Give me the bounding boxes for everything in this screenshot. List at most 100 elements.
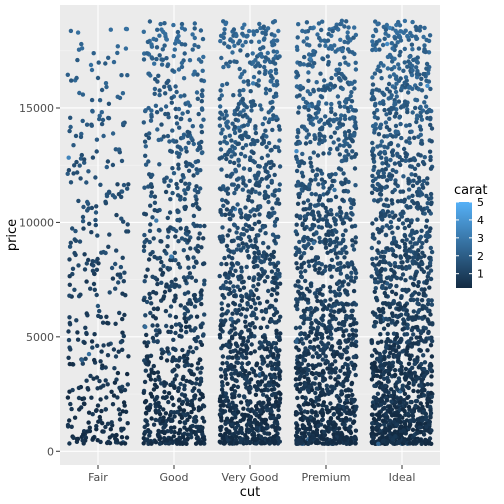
data-point (226, 254, 232, 259)
data-point (320, 181, 326, 187)
data-point (263, 128, 268, 133)
data-point (106, 116, 112, 121)
data-point (406, 361, 412, 366)
data-point (429, 139, 434, 144)
data-point (143, 368, 148, 373)
data-point (186, 185, 191, 190)
data-point (155, 79, 160, 84)
data-point (261, 426, 266, 432)
data-point (189, 398, 194, 404)
data-point (397, 66, 402, 71)
data-point (352, 132, 357, 137)
data-point (183, 319, 189, 324)
data-point (308, 160, 313, 165)
data-point (307, 289, 312, 294)
data-point (116, 147, 121, 152)
data-point (341, 143, 346, 148)
data-point (410, 193, 415, 198)
data-point (381, 170, 386, 176)
data-point (153, 377, 158, 383)
data-point (412, 370, 417, 375)
data-point (255, 61, 261, 66)
data-point (158, 107, 164, 112)
data-point (338, 37, 343, 42)
data-point (124, 229, 129, 234)
data-point (327, 440, 332, 445)
data-point (122, 441, 128, 446)
data-point (277, 439, 282, 444)
data-point (349, 342, 354, 348)
data-point (390, 248, 396, 253)
data-point (241, 87, 246, 93)
data-point (108, 427, 114, 432)
data-point (429, 249, 435, 255)
data-point (347, 417, 353, 422)
data-point (299, 182, 304, 188)
data-point (113, 433, 118, 438)
data-point (301, 321, 306, 326)
data-point (177, 145, 182, 150)
data-point (106, 101, 112, 107)
data-point (274, 310, 280, 315)
data-point (338, 167, 344, 172)
data-point (314, 115, 319, 120)
data-point (338, 368, 343, 373)
data-point (239, 269, 244, 274)
data-point (310, 310, 315, 315)
data-point (245, 216, 250, 222)
data-point (353, 183, 358, 188)
data-point (414, 335, 419, 340)
data-point (219, 167, 224, 172)
data-point (268, 415, 273, 420)
data-point (317, 213, 322, 218)
data-point (370, 39, 375, 44)
data-point (157, 330, 162, 335)
data-point (182, 197, 187, 202)
data-point (332, 43, 337, 48)
data-point (410, 427, 416, 432)
data-point (198, 168, 203, 173)
data-point (233, 268, 238, 273)
data-point (315, 32, 320, 37)
data-point (241, 181, 246, 186)
data-point (164, 323, 169, 329)
data-point (258, 46, 263, 52)
data-point (271, 49, 276, 54)
data-point (378, 402, 384, 407)
data-point (268, 108, 274, 113)
data-point (155, 370, 161, 375)
data-point (298, 374, 303, 379)
data-point (262, 335, 267, 340)
data-point (187, 368, 192, 373)
data-point (339, 18, 345, 23)
data-point (428, 407, 433, 413)
data-point (202, 223, 207, 229)
data-point (424, 104, 429, 109)
data-point (395, 199, 401, 204)
data-point (252, 255, 258, 260)
data-point (318, 133, 323, 138)
data-point (265, 388, 271, 393)
data-point (170, 380, 175, 385)
data-point (325, 222, 331, 227)
data-point (312, 337, 317, 342)
data-point (387, 225, 392, 231)
data-point (185, 417, 190, 423)
data-point (160, 57, 166, 62)
data-point (229, 154, 234, 159)
data-point (311, 347, 317, 352)
data-point (370, 147, 376, 152)
data-point (428, 122, 433, 128)
data-point (198, 370, 203, 375)
data-point (253, 441, 259, 446)
data-point (329, 212, 334, 217)
data-point (199, 288, 204, 293)
data-point (71, 435, 76, 440)
data-point (220, 361, 225, 366)
data-point (243, 222, 249, 227)
data-point (165, 234, 171, 240)
data-point (326, 198, 331, 203)
data-point (374, 41, 379, 46)
data-point (337, 398, 343, 403)
data-point (107, 435, 113, 440)
